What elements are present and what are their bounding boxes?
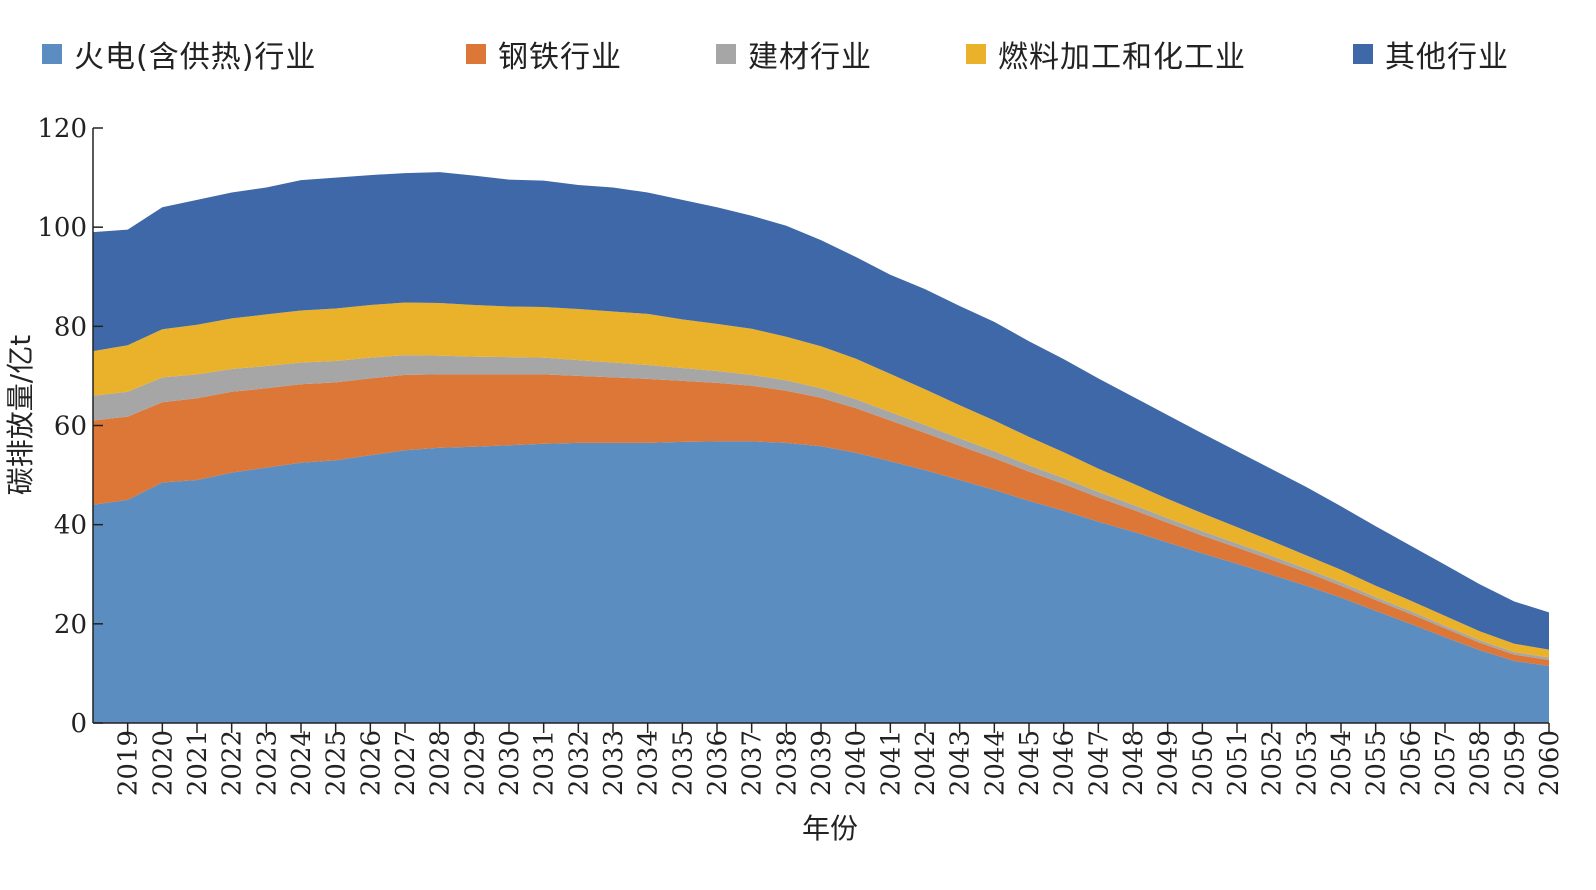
- y-tick-label: 60: [54, 412, 87, 442]
- legend-swatch: [1353, 44, 1373, 64]
- y-axis-title: 碳排放量/亿t: [4, 335, 37, 495]
- x-tick-label: 2053: [1292, 730, 1322, 796]
- x-tick-label: 2055: [1362, 730, 1392, 796]
- legend-item: 建材行业: [716, 32, 872, 76]
- area-series: [93, 355, 1549, 660]
- legend-swatch: [966, 44, 986, 64]
- x-tick-label: 2059: [1500, 730, 1530, 796]
- x-tick-label: 2056: [1396, 730, 1426, 796]
- x-tick-label: 2036: [703, 730, 733, 796]
- area-series: [93, 374, 1549, 666]
- legend-item: 火电(含供热)行业: [42, 32, 316, 76]
- chart-legend: 火电(含供热)行业 钢铁行业 建材行业 燃料加工和化工业 其他行业: [0, 22, 1596, 82]
- legend-label: 燃料加工和化工业: [998, 40, 1246, 75]
- y-tick-label: 40: [54, 511, 87, 541]
- x-tick-label: 2042: [911, 730, 941, 796]
- legend-label: 钢铁行业: [498, 40, 622, 75]
- legend-swatch: [42, 44, 62, 64]
- area-series: [93, 302, 1549, 658]
- x-tick-label: 2046: [1050, 730, 1080, 796]
- x-tick-label: 2040: [842, 730, 872, 796]
- area-series: [93, 441, 1549, 723]
- legend-swatch: [716, 44, 736, 64]
- x-tick-label: 2021: [183, 730, 213, 796]
- area-series: [93, 172, 1549, 650]
- x-tick-label: 2048: [1119, 730, 1149, 796]
- x-tick-label: 2026: [356, 730, 386, 796]
- x-tick-label: 2024: [287, 730, 317, 796]
- x-tick-label: 2019: [114, 730, 144, 796]
- y-tick-label: 100: [37, 213, 87, 243]
- x-tick-label: 2029: [460, 730, 490, 796]
- x-tick-label: 2032: [564, 730, 594, 796]
- x-axis-title: 年份: [802, 812, 858, 845]
- x-tick-label: 2054: [1327, 730, 1357, 796]
- y-tick-label: 120: [37, 114, 87, 144]
- x-tick-label: 2052: [1258, 730, 1288, 796]
- x-tick-label: 2039: [807, 730, 837, 796]
- x-tick-label: 2041: [876, 730, 906, 796]
- x-tick-label: 2047: [1084, 730, 1114, 796]
- legend-swatch: [466, 44, 486, 64]
- x-tick-label: 2043: [946, 730, 976, 796]
- legend-item: 其他行业: [1353, 32, 1509, 76]
- x-tick-label: 2044: [980, 730, 1010, 796]
- x-tick-label: 2058: [1466, 730, 1496, 796]
- x-tick-label: 2038: [772, 730, 802, 796]
- legend-label: 建材行业: [748, 40, 872, 75]
- x-tick-label: 2057: [1431, 730, 1461, 796]
- x-tick-label: 2034: [634, 730, 664, 796]
- area-layers: [93, 172, 1549, 723]
- x-tick-label: 2031: [530, 730, 560, 796]
- x-tick-label: 2027: [391, 730, 421, 796]
- x-tick-label: 2045: [1015, 730, 1045, 796]
- y-tick-label: 20: [54, 610, 87, 640]
- x-tick-label: 2060: [1535, 730, 1565, 796]
- x-tick-label: 2037: [738, 730, 768, 796]
- y-tick-label: 80: [54, 312, 87, 342]
- x-tick-label: 2023: [252, 730, 282, 796]
- x-tick-label: 2033: [599, 730, 629, 796]
- legend-label: 其他行业: [1385, 40, 1509, 75]
- x-tick-label: 2022: [218, 730, 248, 796]
- x-tick-label: 2035: [668, 730, 698, 796]
- legend-item: 钢铁行业: [466, 32, 622, 76]
- x-tick-label: 2051: [1223, 730, 1253, 796]
- x-tick-label: 2020: [148, 730, 178, 796]
- x-tick-label: 2050: [1188, 730, 1218, 796]
- legend-item: 燃料加工和化工业: [966, 32, 1246, 76]
- x-tick-label: 2049: [1154, 730, 1184, 796]
- x-tick-label: 2025: [322, 730, 352, 796]
- legend-label: 火电(含供热)行业: [74, 40, 317, 75]
- y-tick-label: 0: [70, 709, 87, 739]
- x-tick-label: 2028: [426, 730, 456, 796]
- x-tick-label: 2030: [495, 730, 525, 796]
